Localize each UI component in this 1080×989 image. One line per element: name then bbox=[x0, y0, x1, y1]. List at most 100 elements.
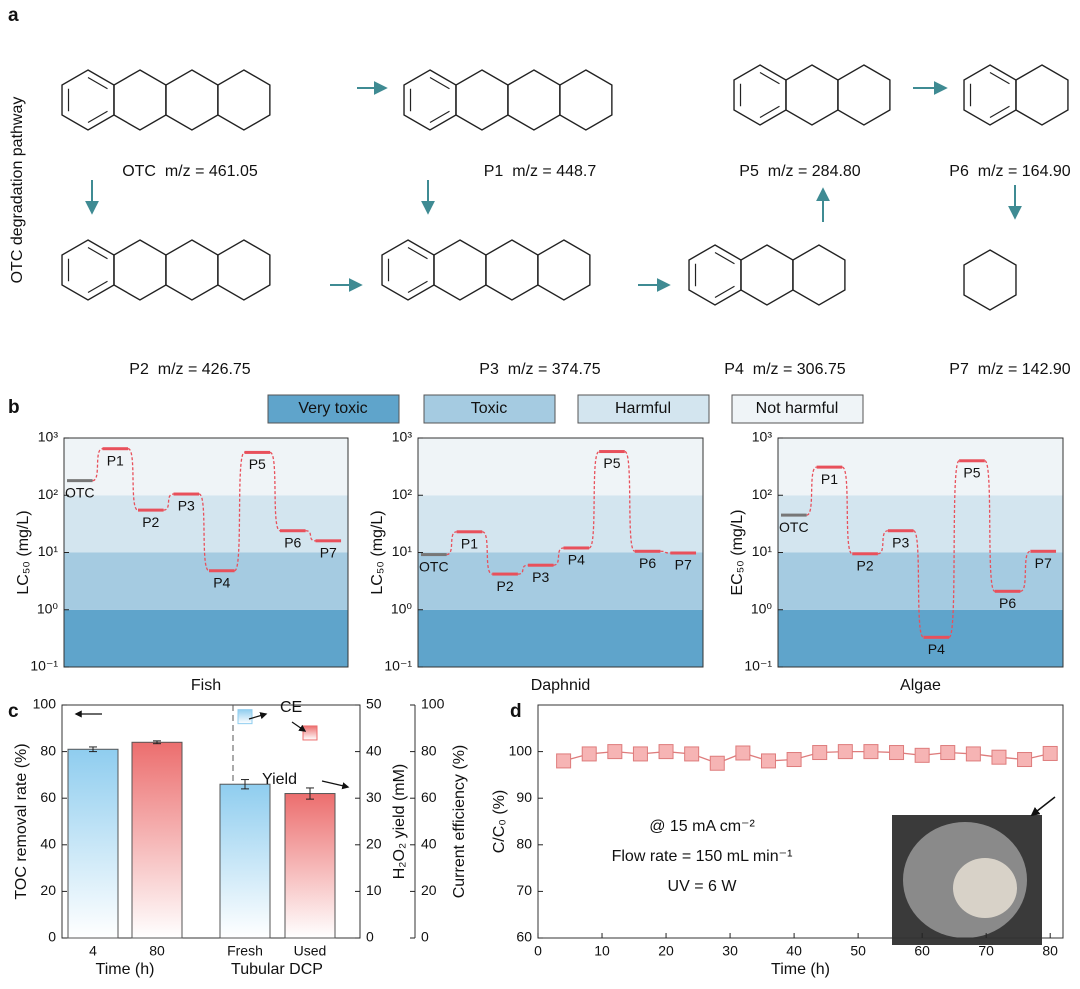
y-tick-label: 10³ bbox=[38, 429, 59, 445]
legend-swatch bbox=[731, 394, 864, 424]
aromatic-bond bbox=[87, 76, 108, 90]
ring bbox=[792, 244, 846, 306]
ring bbox=[963, 249, 1017, 311]
category-label: OTC bbox=[65, 484, 95, 500]
x-tick-label: 80 bbox=[149, 943, 165, 959]
step-level bbox=[994, 589, 1021, 593]
pathway-label: OTC degradation pathway bbox=[9, 97, 26, 284]
ce-marker bbox=[237, 709, 253, 725]
category-label: P5 bbox=[963, 464, 980, 480]
point bbox=[760, 753, 776, 769]
step-connector bbox=[984, 460, 996, 592]
ring bbox=[165, 239, 219, 301]
y-axis-label: Current efficiency (%) bbox=[451, 745, 468, 899]
step-level bbox=[102, 447, 129, 451]
y-axis-label: EC₅₀ (mg/L) bbox=[729, 510, 746, 596]
ring bbox=[740, 244, 794, 306]
category-label: OTC bbox=[779, 519, 809, 535]
ring bbox=[217, 69, 271, 131]
compound-label: P3 m/z = 374.75 bbox=[479, 361, 601, 378]
category-label: P7 bbox=[320, 545, 337, 561]
y-tick-label: 0 bbox=[421, 929, 429, 945]
step-connector bbox=[877, 530, 889, 555]
ce-marker bbox=[302, 725, 318, 741]
legend-label: Very toxic bbox=[298, 400, 367, 417]
annotation: Flow rate = 150 mL min⁻¹ bbox=[612, 848, 793, 865]
inset-photo-highlight bbox=[953, 858, 1017, 918]
step-connector bbox=[660, 550, 671, 554]
y-axis-label: H₂O₂ yield (mM) bbox=[391, 764, 408, 880]
category-label: P5 bbox=[249, 456, 266, 472]
y-tick-label: 10¹ bbox=[38, 543, 59, 559]
y-tick-label: 20 bbox=[366, 836, 382, 852]
point bbox=[889, 745, 905, 761]
step-connector bbox=[305, 530, 316, 542]
annotation-arrow bbox=[321, 780, 350, 790]
compound-label: OTC m/z = 461.05 bbox=[122, 163, 258, 180]
category-label: P3 bbox=[532, 569, 549, 585]
category-label: P4 bbox=[928, 641, 945, 657]
category-label: P3 bbox=[178, 498, 195, 514]
step-connector bbox=[233, 451, 246, 572]
category-label: P1 bbox=[821, 471, 838, 487]
ring bbox=[837, 64, 891, 126]
ring bbox=[963, 64, 1017, 126]
ring bbox=[485, 239, 539, 301]
toxicity-band bbox=[778, 552, 1063, 610]
y-axis-label: C/C₀ (%) bbox=[491, 790, 508, 854]
x-tick-label: 80 bbox=[1042, 943, 1058, 959]
compound-label: P4 m/z = 306.75 bbox=[724, 361, 846, 378]
step-level bbox=[887, 529, 914, 533]
annotation: Yield bbox=[262, 771, 297, 788]
compound-label: P7 m/z = 142.90 bbox=[949, 361, 1071, 378]
aromatic-bond bbox=[759, 71, 780, 85]
toxicity-band bbox=[778, 609, 1063, 667]
x-axis-label: Time (h) bbox=[771, 961, 830, 978]
ring bbox=[537, 239, 591, 301]
step-level bbox=[209, 569, 235, 573]
bar bbox=[67, 748, 119, 939]
point bbox=[607, 744, 623, 760]
y-tick-label: 0 bbox=[48, 929, 56, 945]
x-tick-label: 70 bbox=[978, 943, 994, 959]
x-axis-label: Algae bbox=[900, 677, 941, 694]
y-tick-label: 60 bbox=[421, 789, 437, 805]
category-label: P6 bbox=[639, 555, 656, 571]
category-label: P6 bbox=[999, 595, 1016, 611]
x-axis-label: Fish bbox=[191, 677, 221, 694]
step-connector bbox=[446, 531, 457, 556]
y-tick-label: 100 bbox=[33, 696, 57, 712]
y-tick-label: 10¹ bbox=[392, 543, 413, 559]
y-tick-label: 80 bbox=[40, 742, 56, 758]
category-label: P6 bbox=[284, 534, 301, 550]
inset-arrow bbox=[1030, 796, 1056, 817]
y-tick-label: 60 bbox=[40, 789, 56, 805]
point bbox=[658, 744, 674, 760]
category-label: P2 bbox=[142, 514, 159, 530]
step-level bbox=[563, 546, 590, 550]
ring bbox=[381, 239, 435, 301]
aromatic-bond bbox=[989, 105, 1010, 119]
annotation: @ 15 mA cm⁻² bbox=[649, 818, 755, 835]
aromatic-bond bbox=[429, 110, 450, 124]
y-tick-label: 30 bbox=[366, 789, 382, 805]
panel-label: a bbox=[8, 5, 19, 26]
aromatic-bond bbox=[87, 280, 108, 294]
category-label: P3 bbox=[892, 534, 909, 550]
step-connector bbox=[553, 547, 564, 566]
step-level bbox=[138, 508, 164, 512]
ring bbox=[61, 239, 115, 301]
point bbox=[991, 749, 1007, 765]
toxicity-band bbox=[418, 609, 703, 667]
step-level bbox=[816, 465, 843, 469]
step-level bbox=[959, 459, 985, 463]
y-tick-label: 10⁰ bbox=[391, 600, 413, 616]
point bbox=[786, 752, 802, 768]
toxicity-band bbox=[418, 438, 703, 496]
y-tick-label: 10⁻¹ bbox=[30, 658, 58, 674]
group-label: Time (h) bbox=[96, 961, 155, 978]
y-tick-label: 50 bbox=[366, 696, 382, 712]
toxicity-band bbox=[64, 609, 348, 667]
y-tick-label: 80 bbox=[516, 836, 532, 852]
